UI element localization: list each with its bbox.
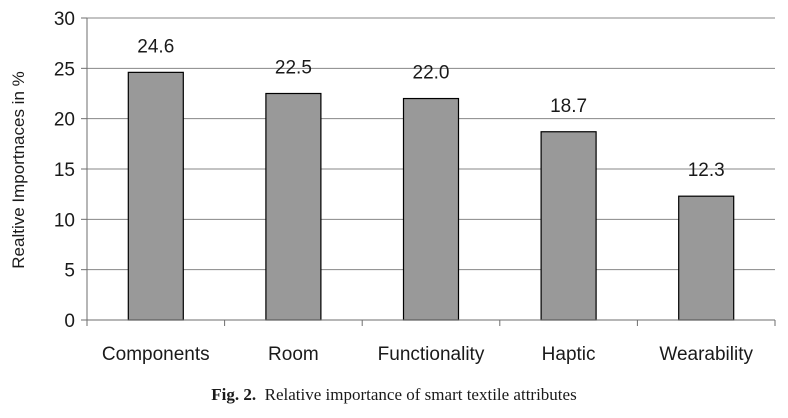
bars: 24.6 22.5 22.0 18.7 12.3 <box>127 36 735 321</box>
bar <box>678 195 735 321</box>
data-label: 22.5 <box>275 58 312 79</box>
caption-label: Fig. 2. <box>211 385 257 404</box>
bar <box>265 92 322 321</box>
y-axis: 0 5 10 15 20 25 30 <box>54 9 88 332</box>
x-category-label: Functionality <box>378 344 485 365</box>
data-label: 18.7 <box>550 96 587 117</box>
y-tick-label: 5 <box>64 261 75 282</box>
y-axis-title: Realtive Importnaces in % <box>9 71 28 268</box>
figure-caption: Fig. 2. Relative importance of smart tex… <box>0 385 788 405</box>
caption-text: Relative importance of smart textile att… <box>264 385 577 404</box>
x-category-label: Haptic <box>542 344 596 365</box>
y-tick-label: 25 <box>54 59 75 80</box>
x-axis: Components Room Functionality Haptic Wearabi… <box>86 319 776 365</box>
y-tick-label: 20 <box>54 110 75 131</box>
bar-chart: 0 5 10 15 20 25 30 24.6 22.5 22.0 18.7 12.3 Compon… <box>9 9 776 365</box>
x-category-label: Room <box>268 344 319 365</box>
bar <box>540 131 597 321</box>
data-label: 22.0 <box>413 63 450 84</box>
y-tick-label: 0 <box>64 311 75 332</box>
bar <box>127 71 184 321</box>
bar <box>402 97 460 321</box>
data-label: 12.3 <box>688 160 725 181</box>
data-label: 24.6 <box>137 36 174 57</box>
y-tick-label: 10 <box>54 210 75 231</box>
y-tick-label: 30 <box>54 9 75 30</box>
x-category-label: Components <box>102 344 210 365</box>
x-category-label: Wearability <box>659 344 753 365</box>
y-tick-label: 15 <box>54 160 75 181</box>
